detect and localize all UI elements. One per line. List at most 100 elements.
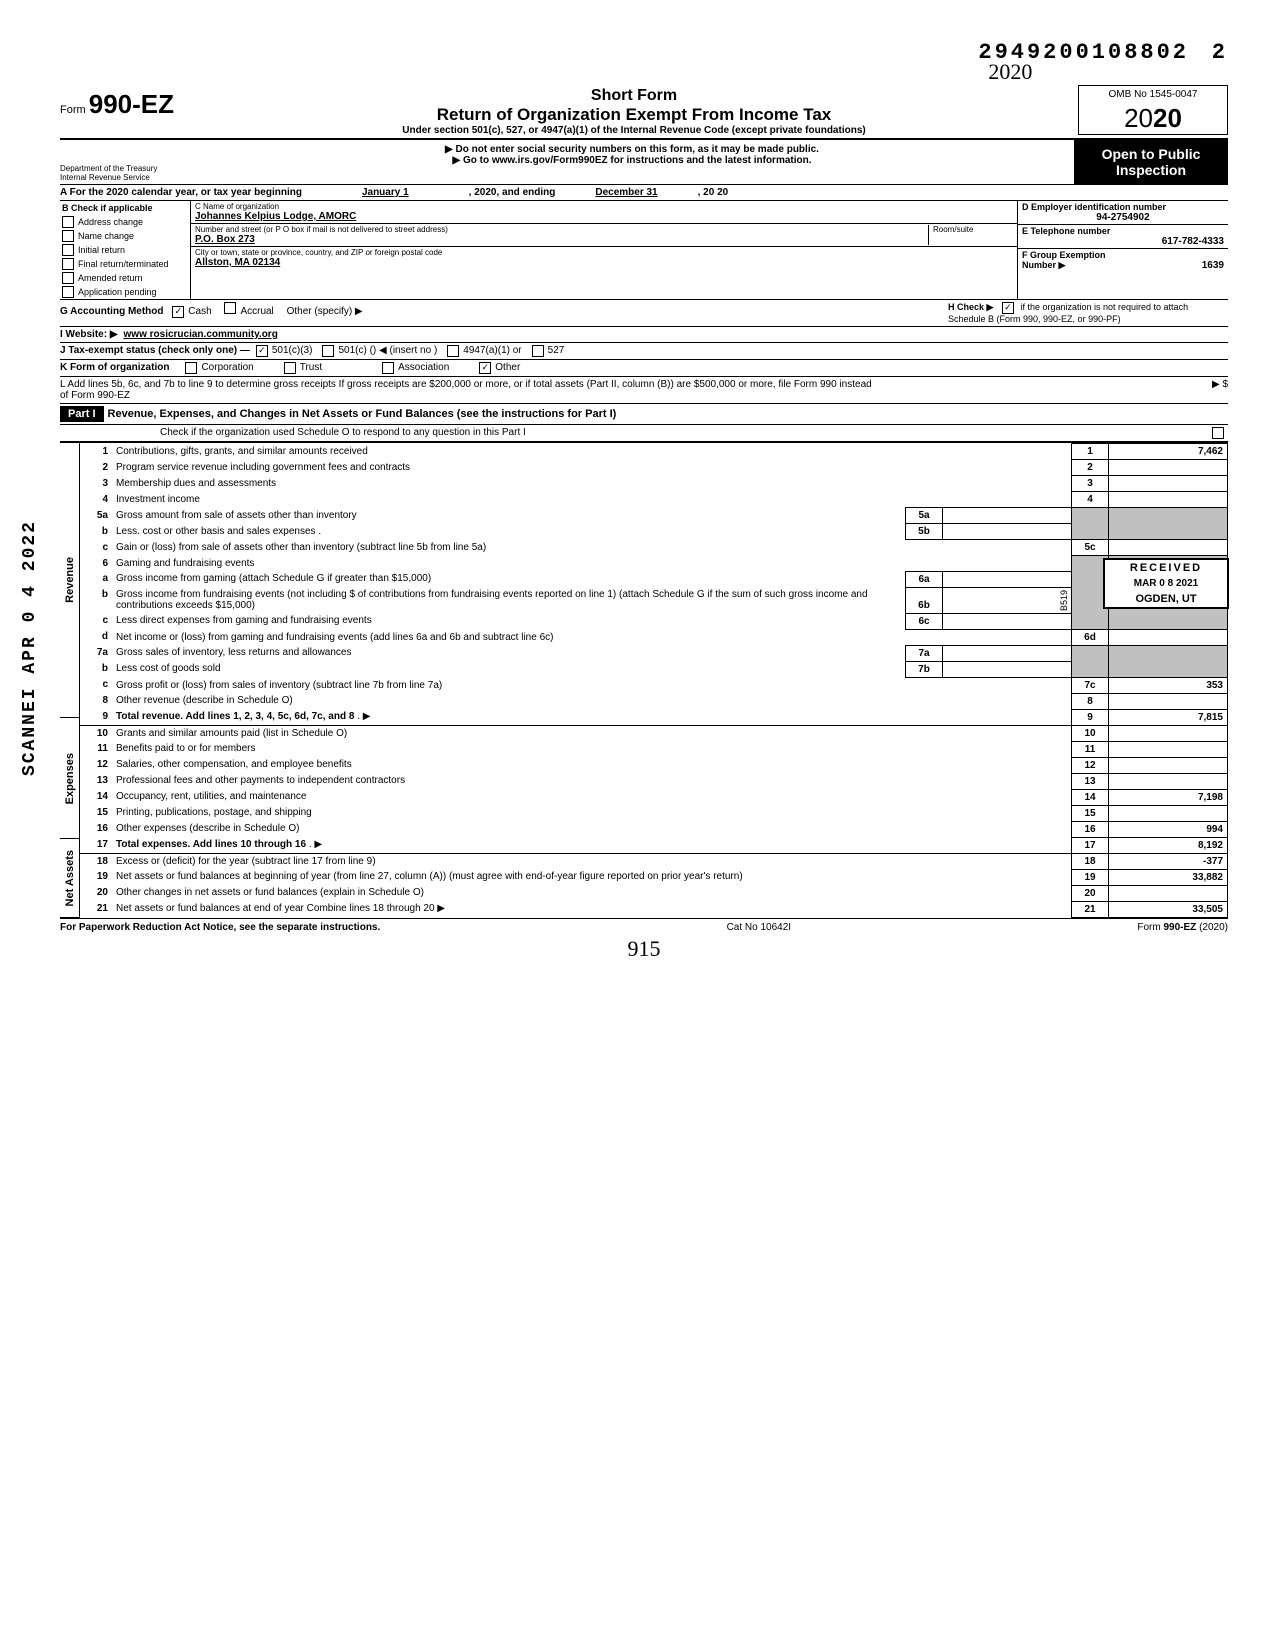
- short-form-label: Short Form: [198, 87, 1070, 105]
- label-other-org: Other: [495, 362, 520, 374]
- checkbox-association[interactable]: [382, 362, 394, 374]
- line5a-desc: Gross amount from sale of assets other t…: [112, 508, 906, 524]
- organization-name: Johannes Kelpius Lodge, AMORC: [195, 211, 1013, 222]
- checkbox-initial-return[interactable]: [62, 244, 74, 256]
- checkbox-schedule-o[interactable]: [1212, 427, 1224, 439]
- checkbox-cash[interactable]: ✓: [172, 306, 184, 318]
- label-address-change: Address change: [78, 217, 143, 227]
- line13-val: [1109, 773, 1228, 789]
- line6c-desc: Less direct expenses from gaming and fun…: [112, 613, 906, 629]
- row-a-label: A For the 2020 calendar year, or tax yea…: [60, 187, 302, 198]
- line18-desc: Excess or (deficit) for the year (subtra…: [112, 853, 1072, 869]
- line6b-desc: Gross income from fundraising events (no…: [112, 587, 906, 613]
- checkbox-corporation[interactable]: [185, 362, 197, 374]
- line17-desc: Total expenses. Add lines 10 through 16: [116, 839, 306, 850]
- label-accrual: Accrual: [240, 306, 273, 317]
- line8-desc: Other revenue (describe in Schedule O): [112, 693, 1072, 709]
- dept-irs: Internal Revenue Service: [60, 173, 190, 182]
- section-l-arrow: ▶ $: [1212, 379, 1228, 401]
- section-k-label: K Form of organization: [60, 362, 169, 374]
- line3-desc: Membership dues and assessments: [112, 476, 1072, 492]
- line10-val: [1109, 725, 1228, 741]
- section-g-label: G Accounting Method: [60, 306, 164, 317]
- label-527: 527: [548, 345, 565, 357]
- label-application-pending: Application pending: [78, 287, 157, 297]
- line11-val: [1109, 741, 1228, 757]
- line8-val: [1109, 693, 1228, 709]
- dept-treasury: Department of the Treasury: [60, 164, 190, 173]
- city-label: City or town, state or province, country…: [195, 248, 1013, 257]
- section-d-label: D Employer identification number: [1022, 202, 1224, 212]
- tax-year: 2020: [1078, 103, 1228, 135]
- label-4947: 4947(a)(1) or: [463, 345, 521, 357]
- instructions-link: ▶ Go to www.irs.gov/Form990EZ for instru…: [194, 155, 1070, 166]
- section-h-label: H Check ▶: [948, 302, 993, 312]
- line5c-val: [1109, 540, 1228, 556]
- line11-desc: Benefits paid to or for members: [112, 741, 1072, 757]
- ein: 94-2754902: [1022, 212, 1224, 223]
- section-l-text: L Add lines 5b, 6c, and 7b to line 9 to …: [60, 379, 880, 401]
- address-label: Number and street (or P O box if mail is…: [195, 225, 928, 234]
- section-i-label: I Website: ▶: [60, 329, 118, 340]
- section-b-header: B Check if applicable: [60, 201, 190, 215]
- label-initial-return: Initial return: [78, 245, 125, 255]
- group-exemption-number: 1639: [1202, 260, 1224, 271]
- line16-val: 994: [1109, 821, 1228, 837]
- side-label-expenses: Expenses: [64, 753, 76, 804]
- line6d-val: [1109, 629, 1228, 645]
- row-a-yr: , 20 20: [698, 187, 729, 198]
- line12-val: [1109, 757, 1228, 773]
- line7c-val: 353: [1109, 677, 1228, 693]
- line7c-desc: Gross profit or (loss) from sales of inv…: [112, 677, 1072, 693]
- line9-val: 7,815: [1109, 709, 1228, 725]
- checkbox-amended-return[interactable]: [62, 272, 74, 284]
- part1-title: Revenue, Expenses, and Changes in Net As…: [104, 406, 621, 422]
- checkbox-address-change[interactable]: [62, 216, 74, 228]
- label-other-method: Other (specify) ▶: [287, 306, 363, 317]
- ssn-warning: ▶ Do not enter social security numbers o…: [194, 144, 1070, 155]
- line1-val: 7,462: [1109, 444, 1228, 460]
- checkbox-final-return[interactable]: [62, 258, 74, 270]
- form-number: 990-EZ: [89, 89, 174, 119]
- footer-paperwork-notice: For Paperwork Reduction Act Notice, see …: [60, 922, 380, 933]
- line20-desc: Other changes in net assets or fund bala…: [112, 885, 1072, 901]
- footer-form-ref: Form 990-EZ (2020): [1137, 922, 1228, 933]
- checkbox-501c[interactable]: [322, 345, 334, 357]
- side-label-revenue: Revenue: [64, 557, 76, 603]
- b519-stamp: B519: [1059, 590, 1069, 611]
- line21-desc: Net assets or fund balances at end of ye…: [116, 903, 435, 914]
- tax-year-end: December 31: [595, 187, 657, 198]
- line10-desc: Grants and similar amounts paid (list in…: [112, 725, 1072, 741]
- telephone: 617-782-4333: [1022, 236, 1224, 247]
- row-a-mid: , 2020, and ending: [469, 187, 556, 198]
- label-final-return: Final return/terminated: [78, 259, 169, 269]
- part1-check-text: Check if the organization used Schedule …: [160, 427, 526, 439]
- received-stamp-label: RECEIVED: [1107, 562, 1225, 574]
- checkbox-application-pending[interactable]: [62, 286, 74, 298]
- checkbox-527[interactable]: [532, 345, 544, 357]
- line14-desc: Occupancy, rent, utilities, and maintena…: [112, 789, 1072, 805]
- line1-desc: Contributions, gifts, grants, and simila…: [112, 444, 1072, 460]
- checkbox-name-change[interactable]: [62, 230, 74, 242]
- form-title: Return of Organization Exempt From Incom…: [198, 105, 1070, 125]
- line21-val: 33,505: [1109, 901, 1228, 917]
- checkbox-501c3[interactable]: ✓: [256, 345, 268, 357]
- line15-val: [1109, 805, 1228, 821]
- label-501c3: 501(c)(3): [272, 345, 313, 357]
- document-id-suffix: 2: [1212, 40, 1228, 65]
- line6d-desc: Net income or (loss) from gaming and fun…: [112, 629, 1072, 645]
- section-f-label: F Group Exemption: [1022, 250, 1224, 260]
- line17-val: 8,192: [1109, 837, 1228, 853]
- line4-desc: Investment income: [112, 492, 1072, 508]
- checkbox-trust[interactable]: [284, 362, 296, 374]
- line13-desc: Professional fees and other payments to …: [112, 773, 1072, 789]
- checkbox-other-org[interactable]: ✓: [479, 362, 491, 374]
- received-stamp-location: OGDEN, UT: [1107, 593, 1225, 605]
- checkbox-4947[interactable]: [447, 345, 459, 357]
- checkbox-accrual[interactable]: [224, 302, 236, 314]
- line5b-desc: Less. cost or other basis and sales expe…: [112, 524, 906, 540]
- form-subtitle: Under section 501(c), 527, or 4947(a)(1)…: [198, 125, 1070, 136]
- checkbox-schedule-b[interactable]: ✓: [1002, 302, 1014, 314]
- open-public-badge: Open to Public Inspection: [1074, 140, 1228, 184]
- label-insert-no: ) ◀ (insert no ): [373, 345, 437, 357]
